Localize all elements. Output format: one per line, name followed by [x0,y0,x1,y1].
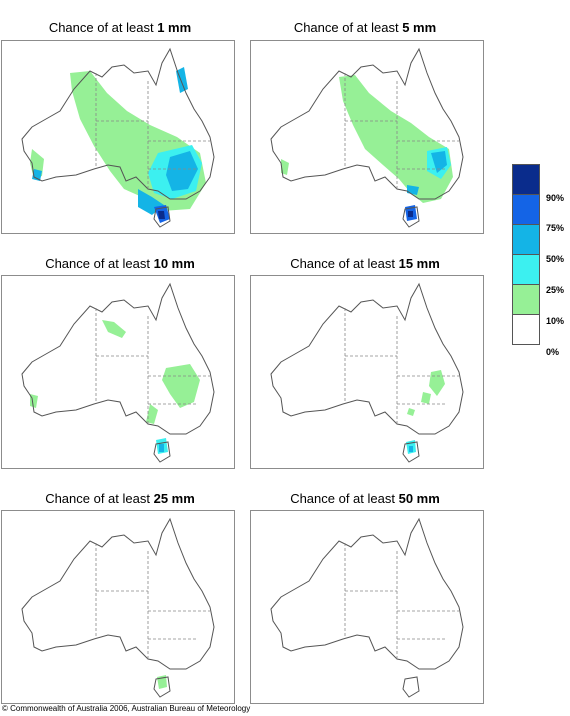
map-5mm [250,40,484,234]
panel-title-1mm: Chance of at least 1 mm [48,20,192,35]
rain-area-10pct [120,156,142,187]
rain-area-90pct [408,211,413,217]
rain-area-10pct [407,408,415,416]
legend-swatch-50 [512,224,540,255]
rain-area-10pct [339,75,453,203]
copyright-notice: © Commonwealth of Australia 2006, Austra… [2,704,251,713]
state-borders [95,73,210,189]
map-50mm [250,510,484,704]
panel-title-25mm: Chance of at least 25 mm [45,491,195,506]
rain-area-10pct [429,370,445,396]
rain-area-50pct [159,444,164,452]
legend-label-90: 90% [546,193,565,203]
rain-area-10pct [146,404,158,424]
coastline [270,47,464,228]
probability-legend [512,164,540,345]
panel-title-15mm: Chance of at least 15 mm [290,256,440,271]
state-borders [95,308,210,424]
coastline [21,517,215,698]
coastline [21,47,215,228]
map-1mm [1,40,235,234]
rain-area-50pct [431,151,447,173]
legend-label-10: 10% [546,316,565,326]
coastline [270,517,464,698]
panel-title-50mm: Chance of at least 50 mm [290,491,440,506]
legend-swatch-75 [512,194,540,225]
rain-area-50pct [32,169,42,181]
legend-swatch-90 [512,164,540,195]
legend-label-0: 0% [546,347,560,357]
panel-title-10mm: Chance of at least 10 mm [45,256,195,271]
state-borders [344,308,459,424]
australia-map [21,282,215,463]
coastline [270,282,464,463]
map-25mm [1,510,235,704]
rain-area-10pct [162,364,200,408]
rain-area-50pct [409,446,413,452]
australia-map [270,47,464,228]
legend-label-25: 25% [546,285,565,295]
legend-swatch-10 [512,284,540,315]
state-borders [344,73,459,189]
panel-title-5mm: Chance of at least 5 mm [293,20,437,35]
legend-label-50: 50% [546,254,565,264]
rain-area-10pct [281,159,289,175]
rain-area-10pct [102,320,126,338]
australia-map [21,517,215,698]
map-10mm [1,275,235,469]
australia-map [270,517,464,698]
legend-swatch-25 [512,254,540,285]
australia-map [21,47,215,228]
australia-map [270,282,464,463]
rain-area-50pct [166,151,198,191]
rain-area-90pct [158,211,165,219]
rain-area-50pct [176,67,188,93]
rain-area-10pct [421,392,431,404]
state-borders [344,543,459,659]
coastline [21,282,215,463]
legend-swatch-0 [512,314,540,345]
map-15mm [250,275,484,469]
state-borders [95,543,210,659]
legend-label-75: 75% [546,223,565,233]
